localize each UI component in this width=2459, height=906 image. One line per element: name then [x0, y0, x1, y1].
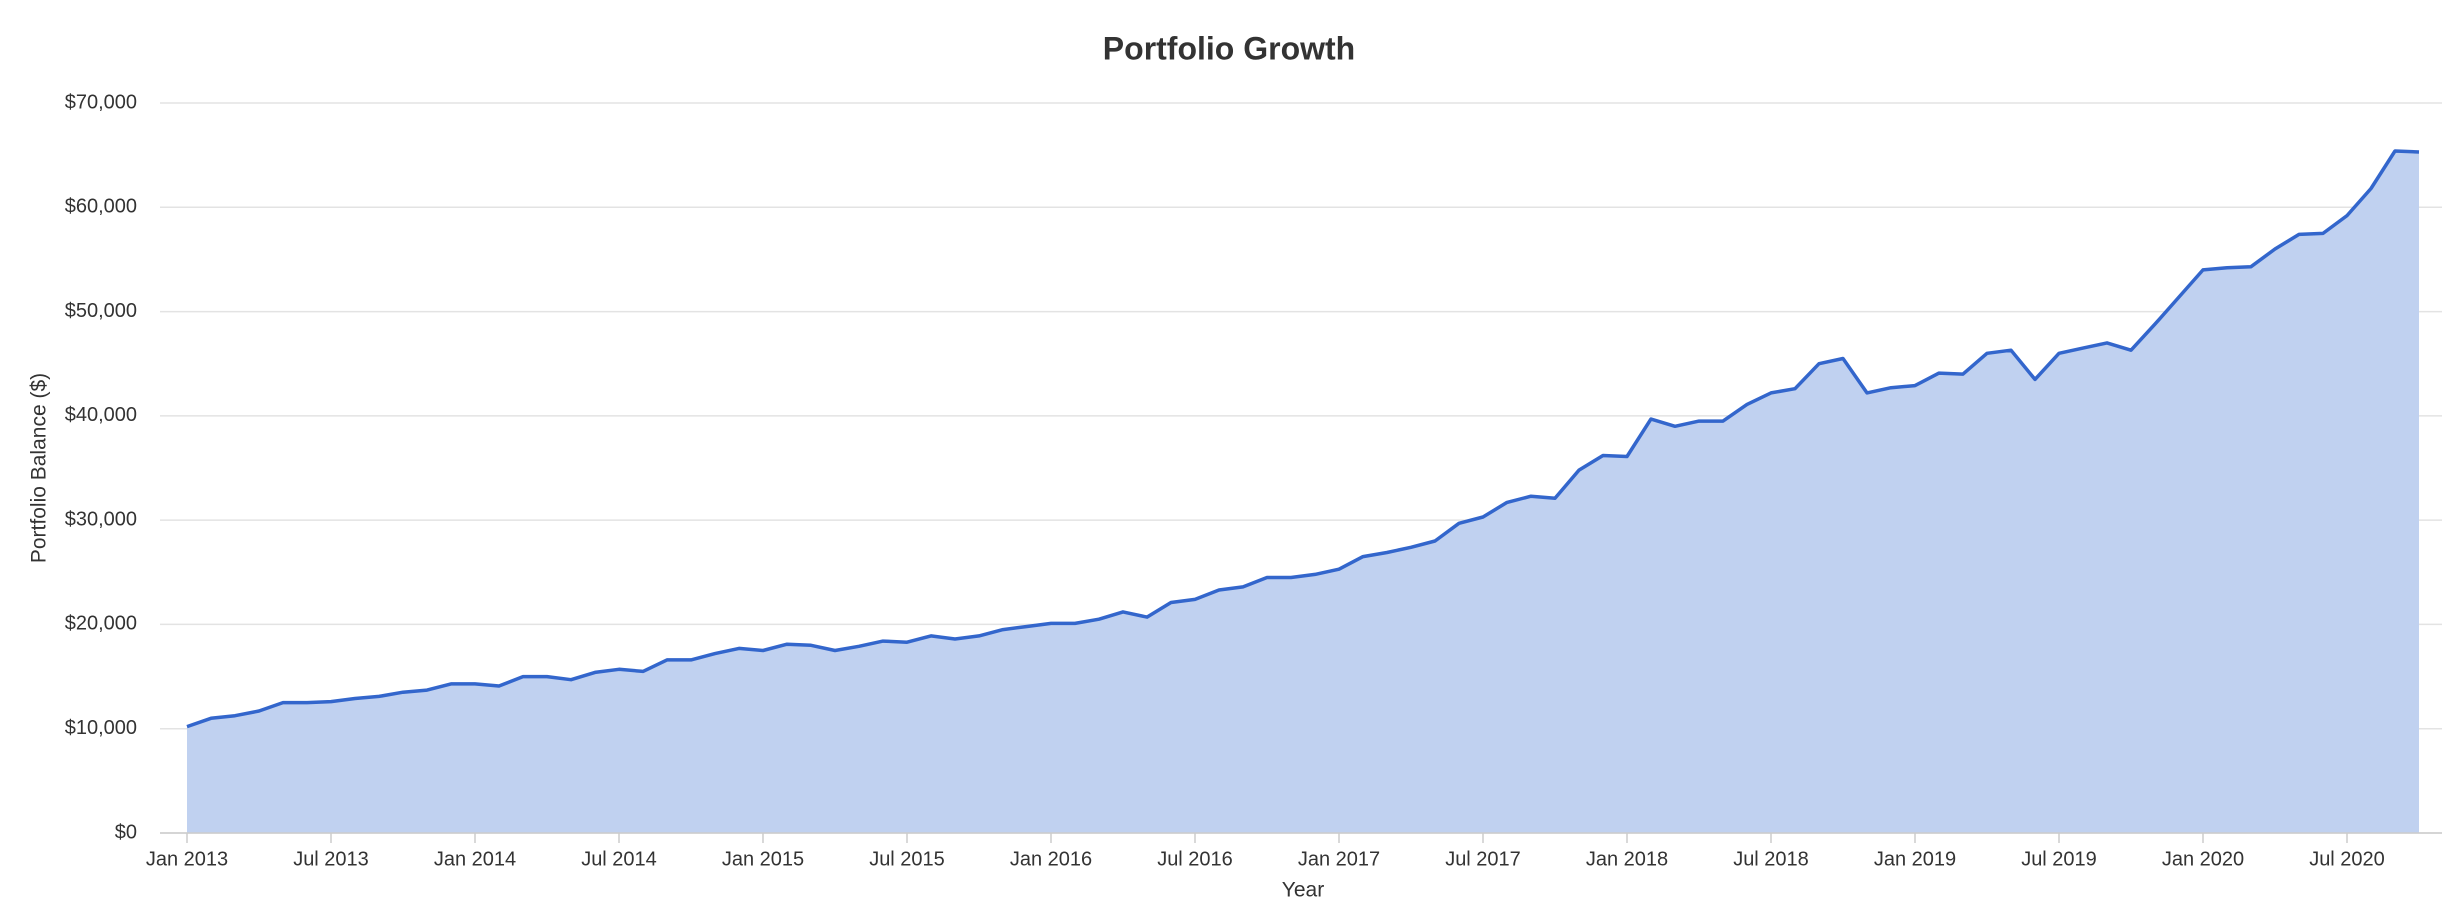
x-tick-label: Jul 2017	[1445, 848, 1521, 870]
y-axis-label: Portfolio Balance ($)	[28, 373, 51, 563]
x-tick-label: Jan 2018	[1586, 848, 1668, 870]
x-tick-label: Jan 2017	[1298, 848, 1380, 870]
y-tick-label: $70,000	[65, 91, 137, 113]
y-tick-label: $30,000	[65, 508, 137, 530]
x-axis-label: Year	[1282, 879, 1324, 902]
y-tick-label: $40,000	[65, 404, 137, 426]
x-tick-label: Jul 2015	[869, 848, 945, 870]
x-tick-label: Jul 2014	[581, 848, 657, 870]
line	[186, 149, 2420, 729]
chart-title: Portfolio Growth	[1103, 30, 1355, 66]
x-tick-label: Jan 2016	[1010, 848, 1092, 870]
area-fill	[187, 151, 2419, 833]
x-tick-label: Jul 2016	[1157, 848, 1233, 870]
x-tick-label: Jan 2015	[722, 848, 804, 870]
y-tick-label: $60,000	[65, 196, 137, 218]
x-tick-label: Jul 2018	[1733, 848, 1809, 870]
y-tick-label: $0	[115, 821, 137, 843]
x-tick-label: Jan 2013	[146, 848, 228, 870]
x-tick-label: Jul 2013	[293, 848, 369, 870]
x-tick-label: Jan 2020	[2162, 848, 2244, 870]
x-tick-label: Jul 2019	[2021, 848, 2097, 870]
y-tick-label: $20,000	[65, 613, 137, 635]
y-tick-label: $50,000	[65, 300, 137, 322]
x-tick-label: Jul 2020	[2309, 848, 2385, 870]
x-tick-label: Jan 2014	[434, 848, 516, 870]
y-tick-label: $10,000	[65, 717, 137, 739]
x-tick-label: Jan 2019	[1874, 848, 1956, 870]
